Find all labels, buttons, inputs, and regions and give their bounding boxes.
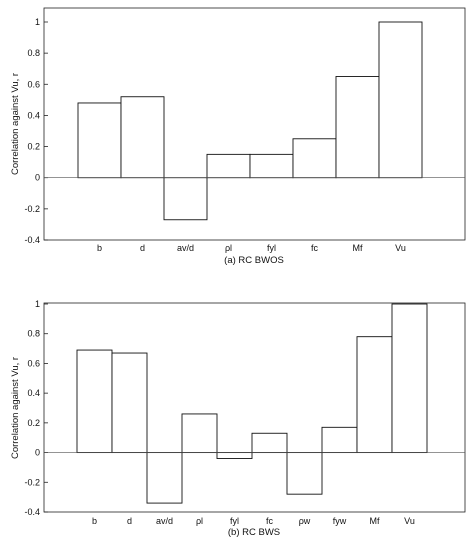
y-tick-label: 0.6 bbox=[27, 358, 40, 368]
category-label: ρl bbox=[196, 516, 203, 526]
category-label: b bbox=[97, 243, 102, 253]
category-label: fc bbox=[266, 516, 274, 526]
category-label: b bbox=[92, 516, 97, 526]
bar-fc bbox=[292, 138, 337, 179]
bar-av/d bbox=[146, 452, 183, 504]
chart-panel-b: Correlation against Vu, r (b) RC BWS -0.… bbox=[10, 299, 466, 538]
bar-d bbox=[111, 352, 148, 454]
category-label: ρw bbox=[299, 516, 311, 526]
y-axis-label: Correlation against Vu, r bbox=[10, 357, 21, 459]
y-tick-label: 0.4 bbox=[27, 388, 40, 398]
category-label: fc bbox=[311, 243, 319, 253]
y-tick-label: 0.4 bbox=[27, 110, 40, 120]
category-labels: b d av/d ρl fyl fc ρw fyw Mf Vu bbox=[92, 516, 415, 526]
y-tick-label: -0.4 bbox=[24, 507, 40, 517]
y-tick-label: 1 bbox=[35, 299, 40, 309]
chart-panel-a: Correlation against Vu, r (a) RC BWOS -0… bbox=[10, 7, 466, 266]
chart-caption: (a) RC BWOS bbox=[224, 255, 284, 266]
y-tick-label: -0.2 bbox=[24, 477, 40, 487]
bar-b bbox=[76, 349, 113, 454]
y-tick-label: 0.2 bbox=[27, 142, 40, 152]
y-tick-label: 1 bbox=[35, 17, 40, 27]
category-label: av/d bbox=[177, 243, 194, 253]
category-labels: b d av/d ρl fyl fc Mf Vu bbox=[97, 243, 406, 253]
category-label: Mf bbox=[353, 243, 363, 253]
bar-b bbox=[77, 102, 122, 179]
plot-frame bbox=[43, 302, 466, 513]
category-label: av/d bbox=[156, 516, 173, 526]
category-label: Vu bbox=[404, 516, 415, 526]
y-tick-label: 0.2 bbox=[27, 418, 40, 428]
category-label: ρl bbox=[225, 243, 232, 253]
bar-Mf bbox=[335, 76, 380, 179]
bar-fc bbox=[251, 432, 288, 454]
bar-ρw bbox=[286, 452, 323, 495]
y-tick-label: 0.8 bbox=[27, 48, 40, 58]
bar-ρl bbox=[206, 153, 251, 179]
y-tick-label: 0.6 bbox=[27, 79, 40, 89]
y-tick-label: -0.4 bbox=[24, 235, 40, 245]
category-label: d bbox=[127, 516, 132, 526]
y-axis-label: Correlation against Vu, r bbox=[10, 73, 21, 175]
bar-d bbox=[120, 96, 165, 179]
category-label: fyw bbox=[333, 516, 347, 526]
plot-frame bbox=[43, 7, 466, 241]
y-tick-label: 0 bbox=[35, 173, 40, 183]
bar-fyl bbox=[249, 153, 294, 179]
y-ticks: -0.4 -0.2 0 0.2 0.4 0.6 0.8 1 bbox=[24, 17, 48, 245]
y-ticks: -0.4 -0.2 0 0.2 0.4 0.6 0.8 1 bbox=[24, 299, 48, 517]
category-label: d bbox=[140, 243, 145, 253]
category-label: Vu bbox=[395, 243, 406, 253]
bar-av/d bbox=[163, 177, 208, 221]
bar-fyl bbox=[216, 452, 253, 459]
category-label: Mf bbox=[370, 516, 380, 526]
bars bbox=[77, 21, 423, 221]
bar-Vu bbox=[391, 303, 428, 454]
bar-Vu bbox=[378, 21, 423, 179]
chart-caption: (b) RC BWS bbox=[228, 527, 280, 538]
category-label: fyl bbox=[230, 516, 239, 526]
bar-fyw bbox=[321, 426, 358, 454]
y-tick-label: 0.8 bbox=[27, 329, 40, 339]
category-label: fyl bbox=[267, 243, 276, 253]
y-tick-label: 0 bbox=[35, 448, 40, 458]
bars bbox=[76, 303, 428, 504]
bar-ρl bbox=[181, 413, 218, 454]
y-tick-label: -0.2 bbox=[24, 204, 40, 214]
bar-Mf bbox=[356, 336, 393, 454]
